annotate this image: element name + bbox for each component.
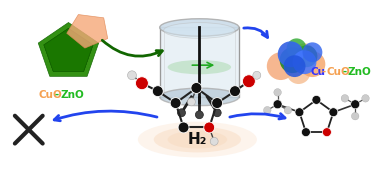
Circle shape [135, 77, 148, 90]
Circle shape [279, 42, 299, 62]
Text: Cu: Cu [310, 67, 325, 77]
Circle shape [352, 112, 359, 120]
Circle shape [191, 82, 202, 94]
Circle shape [274, 89, 281, 96]
Bar [160, 28, 239, 97]
Circle shape [210, 137, 218, 145]
Ellipse shape [154, 127, 241, 152]
Circle shape [278, 41, 304, 67]
Polygon shape [44, 28, 93, 72]
Circle shape [287, 60, 310, 84]
Text: ZnO: ZnO [60, 90, 84, 100]
Circle shape [127, 71, 136, 80]
Circle shape [329, 108, 338, 117]
Circle shape [287, 38, 307, 58]
Circle shape [284, 55, 305, 77]
Circle shape [263, 106, 271, 114]
Circle shape [152, 86, 163, 97]
Circle shape [293, 50, 316, 74]
Circle shape [204, 122, 215, 133]
Polygon shape [38, 22, 99, 76]
Circle shape [312, 95, 321, 104]
Polygon shape [44, 28, 93, 72]
Circle shape [296, 45, 318, 67]
Ellipse shape [167, 131, 227, 148]
Circle shape [170, 98, 181, 108]
Circle shape [242, 75, 255, 88]
Circle shape [195, 111, 203, 119]
Text: -: - [321, 67, 325, 77]
Circle shape [280, 47, 305, 73]
Ellipse shape [167, 60, 231, 74]
Text: CuO: CuO [327, 67, 350, 77]
Text: ZnO: ZnO [348, 67, 372, 77]
Bar [164, 30, 235, 97]
Text: -: - [342, 67, 347, 77]
Circle shape [294, 43, 315, 65]
Text: -: - [55, 90, 59, 100]
Polygon shape [67, 15, 108, 48]
Circle shape [212, 98, 223, 108]
Circle shape [253, 71, 261, 79]
Circle shape [362, 95, 369, 102]
Circle shape [295, 108, 304, 117]
Circle shape [273, 100, 282, 109]
Ellipse shape [138, 122, 257, 157]
Circle shape [187, 98, 195, 106]
Circle shape [178, 109, 186, 117]
Circle shape [229, 86, 240, 97]
Circle shape [302, 42, 322, 62]
Circle shape [299, 51, 325, 77]
Text: CuO: CuO [39, 90, 62, 100]
Ellipse shape [164, 23, 235, 38]
Circle shape [284, 106, 292, 114]
Circle shape [301, 128, 310, 137]
Text: H₂: H₂ [188, 132, 207, 147]
Ellipse shape [160, 88, 239, 106]
Circle shape [178, 122, 189, 133]
Polygon shape [44, 28, 93, 72]
Circle shape [213, 109, 221, 117]
Circle shape [351, 100, 359, 109]
Circle shape [267, 52, 294, 80]
Polygon shape [44, 28, 93, 72]
Ellipse shape [160, 19, 239, 36]
Circle shape [341, 95, 349, 102]
Polygon shape [44, 28, 93, 72]
Circle shape [322, 128, 332, 137]
